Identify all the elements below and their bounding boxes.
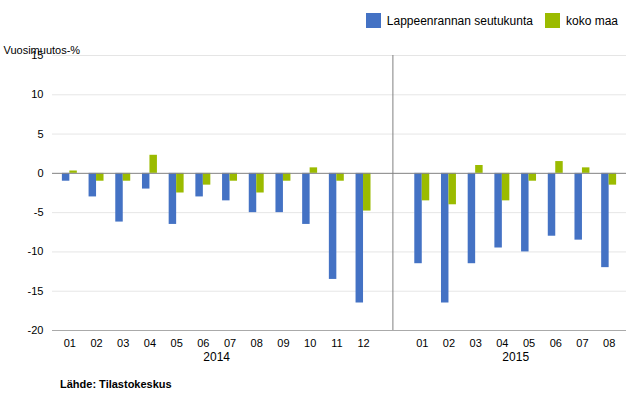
- html-text:Lähde: Tilastokeskus: Lähde: Tilastokeskus: [60, 378, 172, 390]
- svg-text:06: 06: [197, 337, 209, 349]
- svg-text:Vuosimuutos-%: Vuosimuutos-%: [4, 44, 81, 56]
- svg-text:5: 5: [37, 128, 43, 140]
- svg-text:10: 10: [304, 337, 316, 349]
- svg-text:01: 01: [416, 337, 428, 349]
- svg-text:07: 07: [576, 337, 588, 349]
- svg-text:-5: -5: [34, 206, 44, 218]
- svg-text:2014: 2014: [203, 350, 230, 364]
- svg-text:08: 08: [603, 337, 615, 349]
- svg-text:12: 12: [357, 337, 369, 349]
- svg-text:05: 05: [523, 337, 535, 349]
- svg-text:01: 01: [64, 337, 76, 349]
- svg-text:-10: -10: [28, 245, 44, 257]
- html-text:koko maa: koko maa: [566, 13, 618, 28]
- svg-text:04: 04: [144, 337, 156, 349]
- svg-text:02: 02: [443, 337, 455, 349]
- svg-text:04: 04: [496, 337, 508, 349]
- svg-text:10: 10: [31, 88, 43, 100]
- svg-text:11: 11: [331, 337, 342, 349]
- svg-text:-20: -20: [28, 324, 44, 336]
- svg-text:05: 05: [171, 337, 183, 349]
- html-text:Lappeenrannan seutukunta: Lappeenrannan seutukunta: [386, 13, 533, 28]
- svg-text:02: 02: [90, 337, 102, 349]
- svg-text:06: 06: [550, 337, 562, 349]
- svg-text:09: 09: [277, 337, 289, 349]
- svg-text:03: 03: [117, 337, 129, 349]
- svg-text:0: 0: [37, 167, 43, 179]
- svg-text:08: 08: [251, 337, 263, 349]
- svg-text:-15: -15: [28, 285, 44, 297]
- svg-text:07: 07: [224, 337, 236, 349]
- svg-text:2015: 2015: [502, 350, 529, 364]
- svg-text:03: 03: [470, 337, 482, 349]
